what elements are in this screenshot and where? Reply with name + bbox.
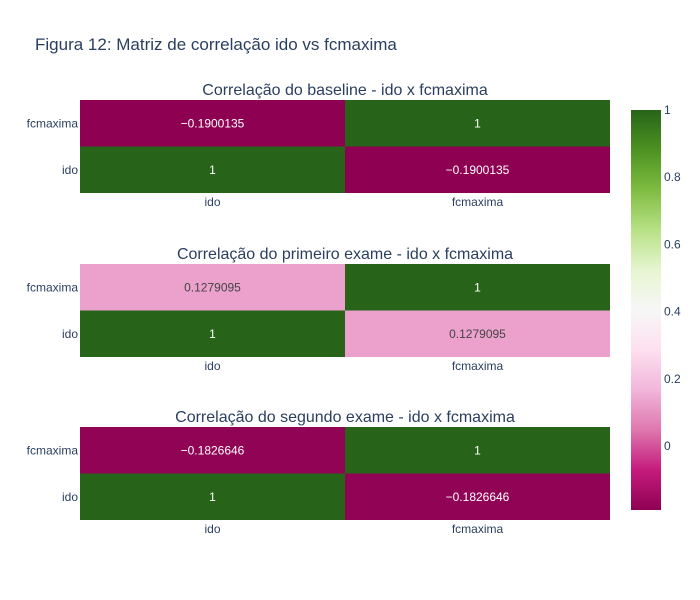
- x-tick-label: ido: [204, 195, 220, 209]
- y-tick-label: fcmaxima: [27, 280, 79, 294]
- heatmap-panel-1: Correlação do baseline - ido x fcmaxima 1…: [27, 82, 610, 209]
- cell-value-label: −0.1900135: [446, 163, 510, 177]
- heatmap-cell: [345, 473, 610, 520]
- colorbar-tick-label: 0: [664, 439, 671, 453]
- panel-title: Correlação do segundo exame - ido x fcma…: [175, 409, 515, 426]
- heatmap-cell: [345, 310, 610, 357]
- y-tick-label: ido: [62, 327, 78, 341]
- heatmap-panel-2: Correlação do primeiro exame - ido x fcm…: [27, 246, 610, 373]
- heatmap-panel-3: Correlação do segundo exame - ido x fcma…: [27, 409, 610, 536]
- colorbar-tick-label: 1: [664, 103, 671, 117]
- panel-title: Correlação do baseline - ido x fcmaxima: [202, 82, 488, 99]
- colorbar-tick-label: 0.8: [664, 170, 681, 184]
- cell-value-label: 0.1279095: [449, 327, 506, 341]
- heatmap-cell: [80, 264, 345, 311]
- cell-value-label: 1: [209, 490, 216, 504]
- panel-title: Correlação do primeiro exame - ido x fcm…: [177, 246, 513, 263]
- y-tick-label: fcmaxima: [27, 116, 79, 130]
- colorbar: 0 0.2 0.4 0.6 0.8 1: [631, 103, 681, 510]
- figure-title: Figura 12: Matriz de correlação ido vs f…: [35, 35, 397, 54]
- x-tick-label: ido: [204, 359, 220, 373]
- colorbar-tick-label: 0.2: [664, 372, 681, 386]
- x-tick-label: fcmaxima: [452, 522, 504, 536]
- cell-value-label: −0.1826646: [181, 443, 245, 457]
- heatmap-cell: [345, 100, 610, 147]
- x-tick-label: fcmaxima: [452, 195, 504, 209]
- cell-value-label: −0.1826646: [446, 490, 510, 504]
- colorbar-tick-label: 0.6: [664, 237, 681, 251]
- y-tick-label: ido: [62, 163, 78, 177]
- heatmap-cell: [345, 146, 610, 193]
- cell-value-label: 1: [474, 443, 481, 457]
- heatmap-cell: [80, 473, 345, 520]
- cell-value-label: 1: [474, 280, 481, 294]
- y-tick-label: fcmaxima: [27, 443, 79, 457]
- heatmap-panels: Correlação do baseline - ido x fcmaxima 1…: [27, 82, 610, 536]
- x-tick-label: ido: [204, 522, 220, 536]
- heatmap-cell: [80, 310, 345, 357]
- y-tick-label: ido: [62, 490, 78, 504]
- colorbar-gradient: [631, 110, 661, 510]
- heatmap-cell: [80, 146, 345, 193]
- cell-value-label: 1: [474, 116, 481, 130]
- cell-value-label: 1: [209, 163, 216, 177]
- x-tick-label: fcmaxima: [452, 359, 504, 373]
- colorbar-tick-label: 0.4: [664, 305, 681, 319]
- heatmap-cell: [80, 427, 345, 474]
- cell-value-label: 1: [209, 327, 216, 341]
- heatmap-cell: [345, 427, 610, 474]
- heatmap-cell: [345, 264, 610, 311]
- cell-value-label: −0.1900135: [181, 116, 245, 130]
- cell-value-label: 0.1279095: [184, 280, 241, 294]
- heatmap-cell: [80, 100, 345, 147]
